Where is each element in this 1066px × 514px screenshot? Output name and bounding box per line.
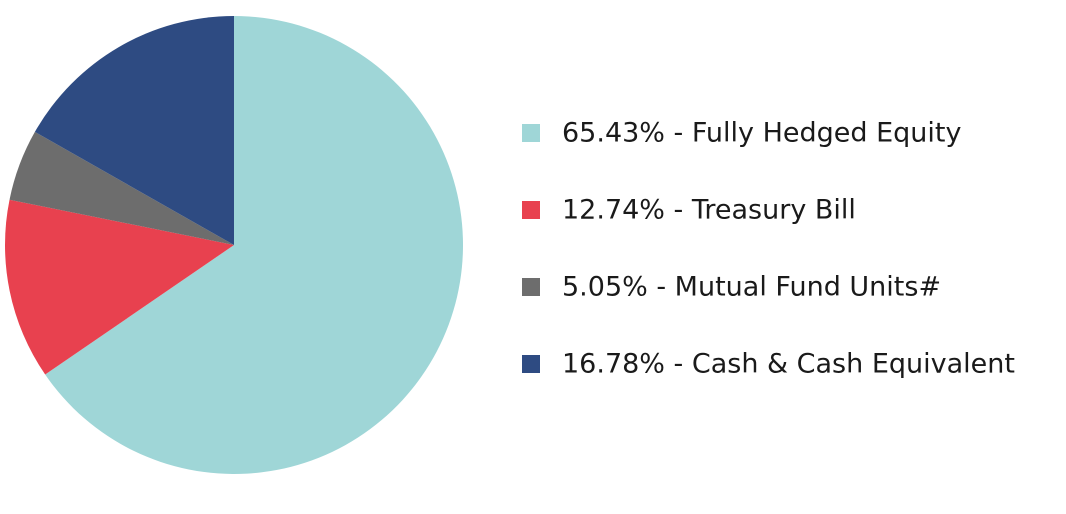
pie-slice — [5, 199, 234, 375]
legend-label: 16.78% - Cash & Cash Equivalent — [562, 349, 1015, 380]
legend-label: 65.43% - Fully Hedged Equity — [562, 118, 962, 149]
legend-swatch — [522, 124, 540, 142]
legend-swatch — [522, 278, 540, 296]
legend-swatch — [522, 201, 540, 219]
pie-slice — [34, 16, 234, 245]
pie-slice — [45, 16, 464, 474]
legend-label: 5.05% - Mutual Fund Units# — [562, 272, 941, 303]
legend-swatch — [522, 355, 540, 373]
legend-label: 12.74% - Treasury Bill — [562, 195, 856, 226]
pie-slice — [9, 131, 234, 245]
